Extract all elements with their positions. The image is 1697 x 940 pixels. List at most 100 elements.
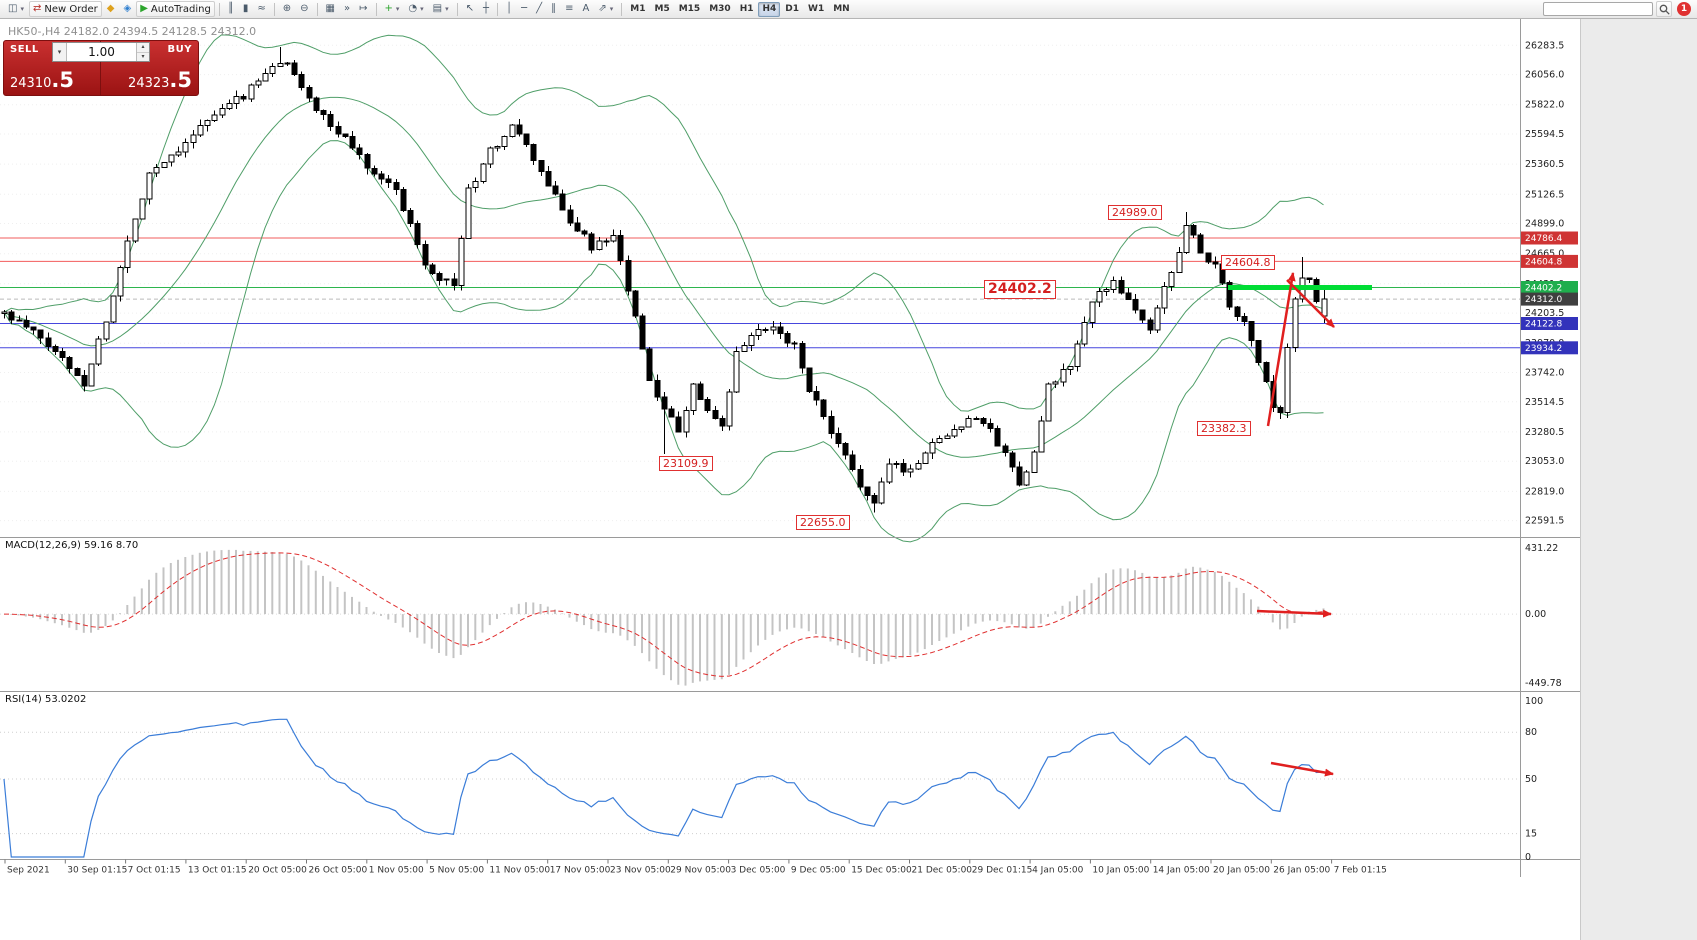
timeframe-m1-button[interactable]: M1 bbox=[626, 2, 649, 17]
chart-ohlc-header: HK50-,H4 24182.0 24394.5 24128.5 24312.0 bbox=[8, 25, 257, 38]
time-axis-label: 7 Oct 01:15 bbox=[128, 866, 181, 876]
volume-increase-button[interactable]: ▴ bbox=[137, 43, 149, 53]
autotrading-button[interactable]: ▶ AutoTrading bbox=[136, 1, 215, 17]
timeframe-h1-button[interactable]: H1 bbox=[736, 2, 758, 17]
channel-tool-button[interactable]: ∥ bbox=[547, 1, 560, 17]
indicators-list-button[interactable]: + ▾ bbox=[381, 1, 404, 17]
chart-workspace: 26283.5 26056.0 25822.0 25594.5 25360.5 25126… bbox=[0, 19, 1697, 940]
svg-text:24899.0: 24899.0 bbox=[1525, 219, 1564, 230]
expert-advisors-icon: ◈ bbox=[123, 3, 132, 14]
toolbar-separator bbox=[218, 2, 220, 16]
toolbar: ◫ ▾ ⇄ New Order ◆ ◈ ▶ AutoTrading ║ ▮ ≈ ⊕ ⊖ ▦» ↦ + ▾ ◔ ▾ ▤ ▾… bbox=[0, 0, 1697, 19]
svg-text:26056.0: 26056.0 bbox=[1525, 70, 1564, 81]
price-annotation[interactable]: 23109.9 bbox=[659, 456, 713, 471]
time-axis-label: 30 Sep 01:15 bbox=[67, 866, 127, 876]
line-chart-mode-button[interactable]: ≈ bbox=[253, 1, 269, 17]
tile-windows-button[interactable]: ▦ bbox=[322, 1, 339, 17]
timeframe-d1-button[interactable]: D1 bbox=[781, 2, 803, 17]
time-axis-label: Sep 2021 bbox=[7, 866, 50, 876]
zoom-in-button[interactable]: ⊕ bbox=[279, 1, 295, 17]
svg-text:23934.2: 23934.2 bbox=[1525, 344, 1562, 354]
expert-advisors-button[interactable]: ◈ bbox=[119, 1, 135, 17]
new-order-button[interactable]: ⇄ New Order bbox=[28, 1, 102, 17]
timeframe-mn-button[interactable]: MN bbox=[829, 2, 854, 17]
time-axis-label: 21 Dec 05:00 bbox=[912, 866, 973, 876]
svg-text:25594.5: 25594.5 bbox=[1525, 129, 1564, 140]
buy-price: 24323.5 bbox=[128, 68, 192, 92]
svg-text:0.00: 0.00 bbox=[1525, 609, 1546, 620]
timeframe-m30-button[interactable]: M30 bbox=[705, 2, 734, 17]
bar-chart-mode-icon: ║ bbox=[227, 3, 234, 14]
metaeditor-button[interactable]: ◆ bbox=[103, 1, 119, 17]
arrows-tool-button[interactable]: ⇗ ▾ bbox=[594, 1, 617, 17]
chart-window-button[interactable]: ◫ ▾ bbox=[4, 1, 28, 17]
auto-scroll-button[interactable]: » bbox=[340, 1, 354, 17]
chart-canvas[interactable]: 26283.5 26056.0 25822.0 25594.5 25360.5 25126… bbox=[0, 19, 1580, 940]
new-order-label: New Order bbox=[44, 3, 98, 15]
svg-text:23742.0: 23742.0 bbox=[1525, 368, 1564, 379]
auto-scroll-icon: » bbox=[343, 3, 351, 14]
cursor-tool-button[interactable]: ↖ bbox=[462, 1, 478, 17]
arrows-tool-icon: ⇗ bbox=[598, 3, 607, 14]
periods-button[interactable]: ◔ ▾ bbox=[404, 1, 427, 17]
time-axis-label: 7 Feb 01:15 bbox=[1334, 866, 1387, 876]
svg-text:-449.78: -449.78 bbox=[1525, 678, 1562, 689]
svg-text:50: 50 bbox=[1525, 774, 1537, 785]
volume-dropdown-button[interactable]: ▾ bbox=[53, 43, 67, 61]
svg-text:23280.5: 23280.5 bbox=[1525, 427, 1564, 438]
chevron-down-icon: ▾ bbox=[445, 5, 449, 13]
indicators-list-icon: + bbox=[384, 3, 393, 14]
sell-price: 24310.5 bbox=[10, 68, 74, 92]
svg-text:23053.0: 23053.0 bbox=[1525, 456, 1564, 467]
time-axis-label: 5 Nov 05:00 bbox=[429, 866, 484, 876]
buy-price-frac: .5 bbox=[169, 68, 192, 92]
search-input[interactable] bbox=[1543, 2, 1653, 16]
crosshair-tool-button[interactable]: ┼ bbox=[479, 1, 493, 17]
svg-text:24312.0: 24312.0 bbox=[1525, 295, 1562, 305]
time-axis-label: 20 Oct 05:00 bbox=[248, 866, 307, 876]
volume-decrease-button[interactable]: ▾ bbox=[137, 52, 149, 61]
svg-text:22819.0: 22819.0 bbox=[1525, 486, 1564, 497]
panel-dividers[interactable] bbox=[0, 19, 1580, 877]
candlestick-mode-button[interactable]: ▮ bbox=[239, 1, 253, 17]
volume-input[interactable] bbox=[67, 43, 136, 61]
fibonacci-tool-button[interactable]: ≡ bbox=[561, 1, 577, 17]
timeframe-h4-button[interactable]: H4 bbox=[758, 1, 781, 17]
svg-text:0: 0 bbox=[1525, 852, 1531, 863]
bar-chart-mode-button[interactable]: ║ bbox=[224, 1, 238, 17]
text-tool-icon: A bbox=[582, 3, 590, 14]
timeframe-w1-button[interactable]: W1 bbox=[804, 2, 828, 17]
trend-arrows[interactable] bbox=[1256, 272, 1335, 777]
metaeditor-icon: ◆ bbox=[106, 3, 115, 14]
toolbar-separator bbox=[273, 2, 275, 16]
periods-icon: ◔ bbox=[408, 3, 418, 14]
chevron-down-icon: ▾ bbox=[609, 5, 614, 13]
chart-shift-button[interactable]: ↦ bbox=[355, 1, 371, 17]
toolbar-separator bbox=[456, 2, 458, 16]
price-annotation[interactable]: 22655.0 bbox=[796, 515, 850, 530]
timeframe-m5-button[interactable]: M5 bbox=[651, 2, 674, 17]
notification-badge[interactable]: 1 bbox=[1677, 2, 1691, 16]
time-axis-label: 3 Dec 05:00 bbox=[731, 866, 786, 876]
channel-tool-icon: ∥ bbox=[551, 3, 557, 14]
candles-layer bbox=[1, 46, 1328, 513]
svg-text:24122.8: 24122.8 bbox=[1525, 320, 1562, 330]
price-annotation[interactable]: 24604.8 bbox=[1221, 255, 1275, 270]
zoom-out-button[interactable]: ⊖ bbox=[296, 1, 312, 17]
templates-button[interactable]: ▤ ▾ bbox=[429, 1, 453, 17]
time-axis: Sep 2021 30 Sep 01:15 7 Oct 01:15 13 Oct 01… bbox=[7, 866, 1387, 876]
timeframe-m15-button[interactable]: M15 bbox=[675, 2, 704, 17]
search-button[interactable] bbox=[1656, 1, 1672, 17]
price-axis: 26283.5 26056.0 25822.0 25594.5 25360.5 25126… bbox=[1525, 40, 1564, 863]
price-annotation[interactable]: 23382.3 bbox=[1197, 421, 1251, 436]
trendline-tool-button[interactable]: ╱ bbox=[532, 1, 546, 17]
price-annotation[interactable]: 24989.0 bbox=[1108, 205, 1162, 220]
text-tool-button[interactable]: A bbox=[579, 1, 594, 17]
rsi-label: RSI(14) 53.0202 bbox=[5, 694, 87, 705]
vertical-line-tool-button[interactable]: │ bbox=[502, 1, 516, 17]
price-annotation[interactable]: 24402.2 bbox=[984, 280, 1056, 299]
vertical-line-tool-icon: │ bbox=[506, 3, 513, 14]
horizontal-line-tool-button[interactable]: ─ bbox=[517, 1, 531, 17]
trendline-tool-icon: ╱ bbox=[536, 3, 543, 14]
